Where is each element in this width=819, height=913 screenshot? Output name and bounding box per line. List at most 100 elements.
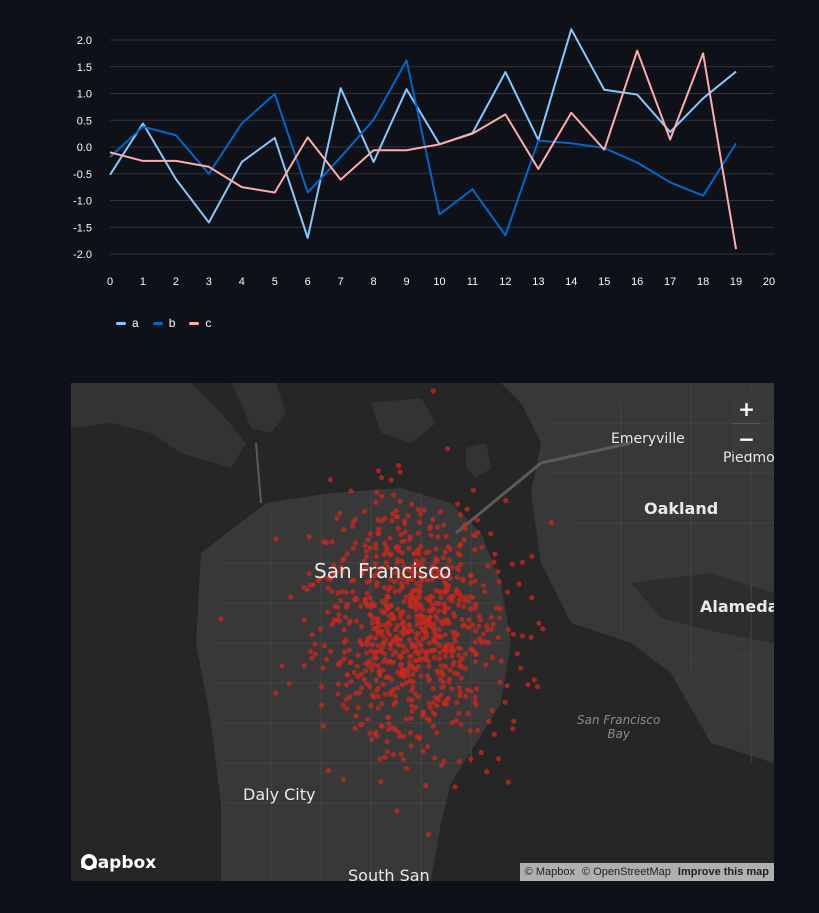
map-point bbox=[361, 508, 367, 514]
scatter-points bbox=[218, 388, 554, 838]
map-point bbox=[327, 648, 334, 654]
attribution-mapbox-link[interactable]: © Mapbox bbox=[524, 866, 575, 878]
map-point bbox=[405, 513, 411, 519]
map-point bbox=[352, 540, 359, 546]
map-view[interactable]: Emeryville Piedmon Oakland Alameda San F… bbox=[71, 383, 774, 881]
map-point bbox=[424, 672, 431, 678]
map-point bbox=[529, 553, 535, 559]
map-point bbox=[288, 594, 294, 600]
map-point bbox=[304, 587, 310, 593]
map-point bbox=[372, 650, 378, 656]
map-point bbox=[384, 749, 390, 755]
map-point bbox=[353, 618, 360, 624]
map-point bbox=[337, 510, 343, 516]
x-tick-label: 2 bbox=[173, 276, 179, 288]
map-point bbox=[502, 699, 508, 705]
map-point bbox=[457, 552, 463, 558]
map-point bbox=[490, 621, 496, 627]
map-point bbox=[396, 653, 402, 659]
map-point bbox=[479, 544, 485, 550]
map-point bbox=[344, 551, 350, 557]
map-point bbox=[472, 639, 478, 645]
line-chart: 2.01.51.00.50.0-0.5-1.0-1.5-2.00 1 2 3 4 5 6 7 8… bbox=[73, 28, 775, 288]
map-point bbox=[403, 594, 409, 600]
map-point bbox=[474, 517, 481, 523]
map-point bbox=[371, 573, 377, 579]
map-point bbox=[449, 720, 455, 726]
map-point bbox=[370, 615, 376, 621]
map-point bbox=[452, 784, 458, 790]
map-point bbox=[498, 658, 504, 664]
map-point bbox=[344, 705, 350, 712]
map-point bbox=[368, 604, 374, 610]
zoom-in-button[interactable]: + bbox=[738, 396, 755, 421]
attribution-osm-link[interactable]: © OpenStreetMap bbox=[582, 866, 671, 878]
map-point bbox=[415, 507, 421, 513]
legend-item-c[interactable]: c bbox=[189, 316, 211, 330]
map-point bbox=[329, 588, 335, 594]
label-south-san: South San bbox=[348, 866, 430, 881]
map-point bbox=[413, 667, 419, 673]
map-point bbox=[364, 590, 370, 596]
map-point bbox=[472, 658, 479, 664]
map-point bbox=[536, 620, 542, 626]
map-point bbox=[430, 563, 436, 569]
map-point bbox=[312, 641, 318, 647]
map-point bbox=[218, 616, 224, 622]
map-point bbox=[336, 661, 342, 667]
map-point bbox=[436, 608, 442, 614]
map-point bbox=[516, 581, 522, 587]
map-point bbox=[433, 613, 439, 619]
legend-item-a[interactable]: a bbox=[116, 316, 139, 330]
map-point bbox=[419, 563, 425, 569]
map-point bbox=[375, 642, 381, 648]
map-point bbox=[358, 624, 365, 630]
map-point bbox=[388, 659, 394, 665]
map-point bbox=[425, 743, 431, 750]
map-point bbox=[420, 713, 426, 719]
map-point bbox=[445, 544, 451, 550]
map-point bbox=[465, 598, 471, 604]
map-point bbox=[432, 755, 438, 761]
legend-swatch-b bbox=[152, 321, 163, 325]
map-point bbox=[441, 684, 447, 690]
map-point bbox=[326, 575, 332, 581]
map-point bbox=[378, 779, 384, 785]
x-tick-label: 1 bbox=[140, 276, 146, 288]
map-point bbox=[367, 545, 373, 551]
map-point bbox=[463, 693, 469, 699]
map-point bbox=[427, 524, 433, 530]
improve-map-link[interactable]: Improve this map bbox=[677, 866, 769, 878]
map-point bbox=[446, 557, 452, 563]
map-point bbox=[456, 759, 462, 765]
map-point bbox=[415, 530, 421, 536]
map-point bbox=[456, 685, 462, 691]
map-point bbox=[347, 694, 353, 700]
map-point bbox=[398, 614, 404, 621]
map-point bbox=[365, 537, 371, 543]
map-point bbox=[372, 731, 378, 737]
map-point bbox=[458, 722, 464, 728]
map-point bbox=[335, 616, 341, 623]
map-point bbox=[418, 642, 424, 648]
map-point bbox=[401, 598, 407, 604]
marin-land-2 bbox=[231, 383, 286, 433]
map-point bbox=[466, 617, 472, 623]
map-point bbox=[468, 580, 474, 586]
map-point bbox=[353, 713, 359, 719]
map-point bbox=[367, 612, 373, 618]
map-point bbox=[348, 578, 354, 584]
legend-item-b[interactable]: b bbox=[152, 316, 175, 330]
map-point bbox=[454, 574, 461, 581]
map-point bbox=[357, 637, 363, 644]
map-point bbox=[423, 634, 429, 640]
map-point bbox=[369, 667, 375, 673]
zoom-out-button[interactable]: − bbox=[732, 423, 761, 453]
map-point bbox=[439, 762, 445, 768]
map-point bbox=[342, 614, 349, 620]
map-point bbox=[519, 633, 526, 639]
mapbox-logo[interactable]: mapbox bbox=[80, 853, 156, 873]
sf-land bbox=[196, 488, 511, 881]
map-point bbox=[355, 652, 361, 658]
map-point bbox=[379, 493, 385, 499]
